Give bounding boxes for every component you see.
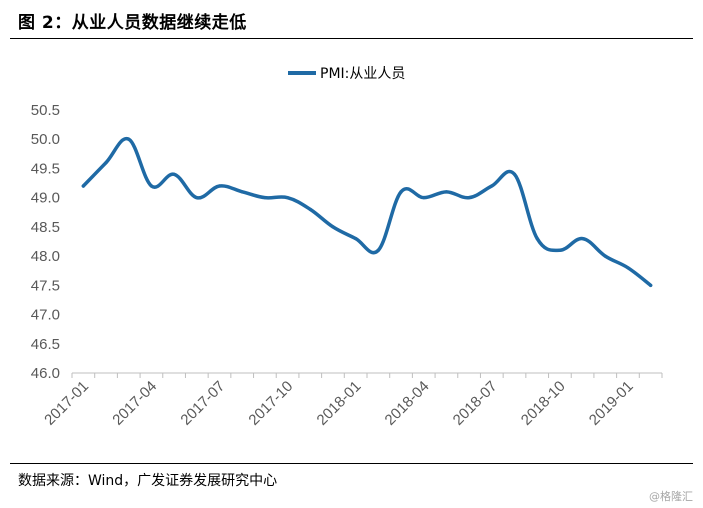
- x-tick-label: 2018-07: [450, 378, 501, 429]
- title-divider: [10, 38, 693, 39]
- series-line-0: [81, 136, 653, 288]
- data-point: [104, 161, 108, 165]
- series-layer: [81, 136, 653, 288]
- pmi-employment-line-chart: PMI:从业人员 46.0 46.5 47.0 47.5 48.0 48.5 49.0 49.…: [31, 66, 663, 429]
- x-tick-label: 2017-04: [109, 378, 160, 429]
- y-tick-label: 49.0: [31, 190, 60, 207]
- x-tick-label: 2017-07: [177, 378, 228, 429]
- y-axis: 46.0 46.5 47.0 47.5 48.0 48.5 49.0 49.5 50.0 50.5: [31, 102, 60, 382]
- data-point: [603, 254, 607, 258]
- y-tick-label: 50.5: [31, 102, 60, 119]
- data-point: [444, 190, 449, 194]
- data-point: [490, 184, 494, 188]
- x-tick-label: 2018-10: [518, 378, 569, 429]
- y-tick-label: 46.5: [31, 336, 60, 353]
- y-tick-label: 48.0: [31, 248, 60, 265]
- y-tick-label: 47.0: [31, 307, 60, 324]
- data-point: [263, 196, 267, 200]
- legend-label-pmi: PMI:从业人员: [320, 66, 405, 82]
- y-tick-label: 48.5: [31, 219, 60, 236]
- y-tick-label: 50.0: [31, 131, 60, 148]
- x-tick-label: 2019-01: [586, 378, 637, 429]
- data-point: [172, 172, 176, 176]
- data-point: [467, 196, 471, 200]
- data-point: [512, 172, 517, 176]
- data-point: [81, 184, 85, 188]
- data-point: [285, 196, 290, 200]
- figure-title: 图 2：从业人员数据继续走低: [18, 13, 247, 33]
- y-tick-label: 46.0: [31, 365, 60, 382]
- legend: PMI:从业人员: [288, 66, 405, 82]
- data-point: [580, 236, 585, 241]
- x-tick-label: 2017-10: [245, 378, 296, 429]
- x-tick-label: 2018-01: [314, 378, 365, 429]
- data-point: [376, 248, 380, 252]
- data-point: [422, 196, 426, 200]
- data-point: [649, 283, 653, 287]
- source-note: 数据来源：Wind，广发证券发展研究中心: [18, 473, 278, 489]
- data-point: [195, 196, 199, 200]
- y-tick-label: 47.5: [31, 277, 60, 294]
- data-point: [240, 190, 244, 194]
- x-axis: 2017-01 2017-04 2017-07 2017-10 2018-01 2018-…: [41, 372, 663, 429]
- data-point: [149, 184, 154, 188]
- data-point: [217, 184, 222, 188]
- data-point: [308, 207, 312, 211]
- data-point: [331, 225, 335, 229]
- data-point: [535, 236, 539, 241]
- x-tick-label: 2018-04: [382, 378, 433, 429]
- data-point: [127, 137, 131, 141]
- data-point: [626, 266, 630, 270]
- source-divider: [10, 463, 693, 464]
- x-tick-label: 2017-01: [41, 378, 92, 429]
- data-point: [354, 236, 358, 241]
- watermark: @格隆汇: [649, 490, 693, 503]
- data-point: [558, 248, 562, 252]
- y-tick-label: 49.5: [31, 160, 60, 177]
- data-point: [399, 190, 403, 194]
